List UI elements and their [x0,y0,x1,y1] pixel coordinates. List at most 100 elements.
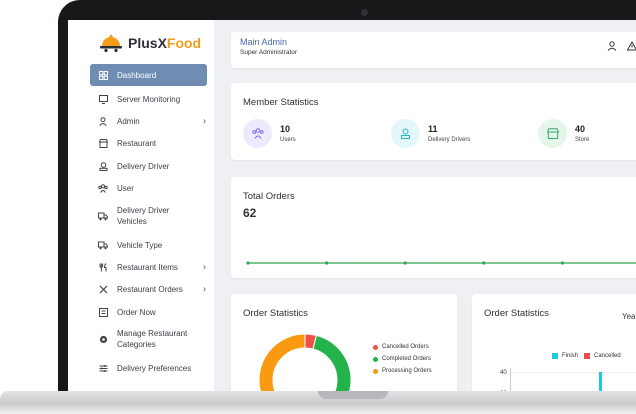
legend-item: Cancelled [584,353,621,359]
sidebar-item-label: Delivery Driver [117,161,170,171]
legend-swatch [373,368,378,374]
total-orders-card: Total Orders 62 [231,177,636,278]
app-screen: PlusXFood Dashboard Server Monitoring Ad… [68,20,636,392]
sidebar-item-label: Manage Restaurant Categories [117,329,188,349]
stat-store: 40 Store [538,119,589,148]
sidebar-item-restaurant-orders[interactable]: Restaurant Orders › [90,282,207,296]
sidebar-item-label: Restaurant Items [117,262,178,272]
member-statistics-card: Member Statistics 10 Users 11 Delivery Dri… [231,83,636,160]
year-selector[interactable]: Yea [622,312,636,321]
legend-swatch [373,344,378,350]
order-statistics-donut-card: Order Statistics Cancelled Orders Comple… [231,294,457,392]
chevron-right-icon: › [203,261,206,272]
laptop-notch [318,391,388,399]
driver-stat-icon [391,119,420,148]
fork-knife-icon [98,262,108,272]
monitor-icon [98,94,108,104]
line-point [246,261,250,265]
legend-item: Completed Orders [373,356,432,362]
sidebar-item-label: Restaurant [117,138,157,148]
stat-delivery-drivers: 11 Delivery Drivers [391,119,470,148]
order-donut-chart [258,333,352,392]
utensils-icon [98,284,108,294]
sidebar-item-delivery-preferences[interactable]: Delivery Preferences [90,361,207,375]
header-actions [607,38,636,56]
chevron-right-icon: › [203,283,206,294]
sliders-icon [98,363,108,373]
sidebar-item-admin[interactable]: Admin › [90,114,207,128]
card-title: Total Orders [243,191,295,202]
legend-label: Finish [562,353,579,359]
stat-value: 10 [280,124,291,134]
users-icon [98,183,108,193]
legend-swatch [373,356,378,362]
store-icon [98,138,108,148]
sidebar-item-restaurant-items[interactable]: Restaurant Items › [90,260,207,274]
gear-icon [98,334,108,344]
sidebar-item-label: Vehicle Type [117,240,163,250]
sidebar-item-label: Delivery Driver Vehicles [117,206,170,226]
logo-text: PlusXFood [128,35,201,51]
sidebar-item-manage-restaurant-categories[interactable]: Manage Restaurant Categories [90,327,207,351]
sidebar-item-label: Restaurant Orders [117,284,183,294]
y-tick-label: 40 [500,370,507,376]
total-orders-value: 62 [243,206,257,220]
user-name: Main Admin [240,37,288,47]
laptop-base [0,391,636,414]
food-cloche-icon [100,34,122,53]
sidebar-item-delivery-driver[interactable]: Delivery Driver [90,159,207,173]
total-orders-line-chart [246,261,636,265]
legend-item: Finish [552,353,578,359]
card-title: Order Statistics [243,308,308,319]
legend-label: Processing Orders [382,368,432,374]
sidebar: PlusXFood Dashboard Server Monitoring Ad… [68,20,214,392]
line-point [560,261,564,265]
warning-icon[interactable] [626,38,636,56]
vehicle-icon [98,211,108,221]
legend-label: Completed Orders [382,356,432,362]
bar-finish [599,372,602,392]
sidebar-item-vehicle-type[interactable]: Vehicle Type [90,238,207,252]
sidebar-item-label: Delivery Preferences [117,363,192,373]
card-title: Member Statistics [243,97,319,108]
legend-item: Cancelled Orders [373,344,432,350]
donut-legend: Cancelled Orders Completed Orders Proces… [373,344,432,380]
chevron-right-icon: › [203,115,206,126]
top-header: Main Admin Super Administrator [231,32,636,68]
logo[interactable]: PlusXFood [98,33,201,53]
y-axis [510,368,511,392]
order-statistics-bar-card: Order Statistics Yea Finish Cancelled 40… [472,294,636,392]
users-stat-icon [243,119,272,148]
sidebar-item-label: Server Monitoring [117,94,181,104]
line-point [325,261,329,265]
legend-item: Processing Orders [373,368,432,374]
user-role: Super Administrator [240,49,298,56]
card-title: Order Statistics [484,308,549,319]
dashboard-icon [98,70,108,80]
store-stat-icon [538,119,567,148]
stat-value: 11 [428,124,438,134]
line-point [482,261,486,265]
camera [361,9,368,16]
sidebar-item-label: Order Now [117,307,156,317]
admin-user-icon [98,116,108,126]
legend-swatch [584,353,591,359]
grid-line [510,372,636,373]
order-icon [98,307,108,317]
profile-icon[interactable] [607,38,617,56]
donut-slice-processing-orders [258,333,306,392]
stat-label: Users [280,137,296,143]
sidebar-item-server-monitoring[interactable]: Server Monitoring [90,92,207,106]
legend-swatch [552,353,558,359]
sidebar-item-order-now[interactable]: Order Now [90,305,207,319]
sidebar-item-delivery-driver-vehicles[interactable]: Delivery Driver Vehicles [90,204,207,228]
logo-text-primary: PlusX [128,35,167,51]
line-point [403,261,407,265]
stat-label: Store [575,137,590,143]
sidebar-item-label: User [117,183,134,193]
sidebar-item-restaurant[interactable]: Restaurant [90,136,207,150]
sidebar-item-dashboard[interactable]: Dashboard [90,64,207,86]
sidebar-item-user[interactable]: User [90,181,207,195]
logo-text-accent: Food [166,35,202,51]
